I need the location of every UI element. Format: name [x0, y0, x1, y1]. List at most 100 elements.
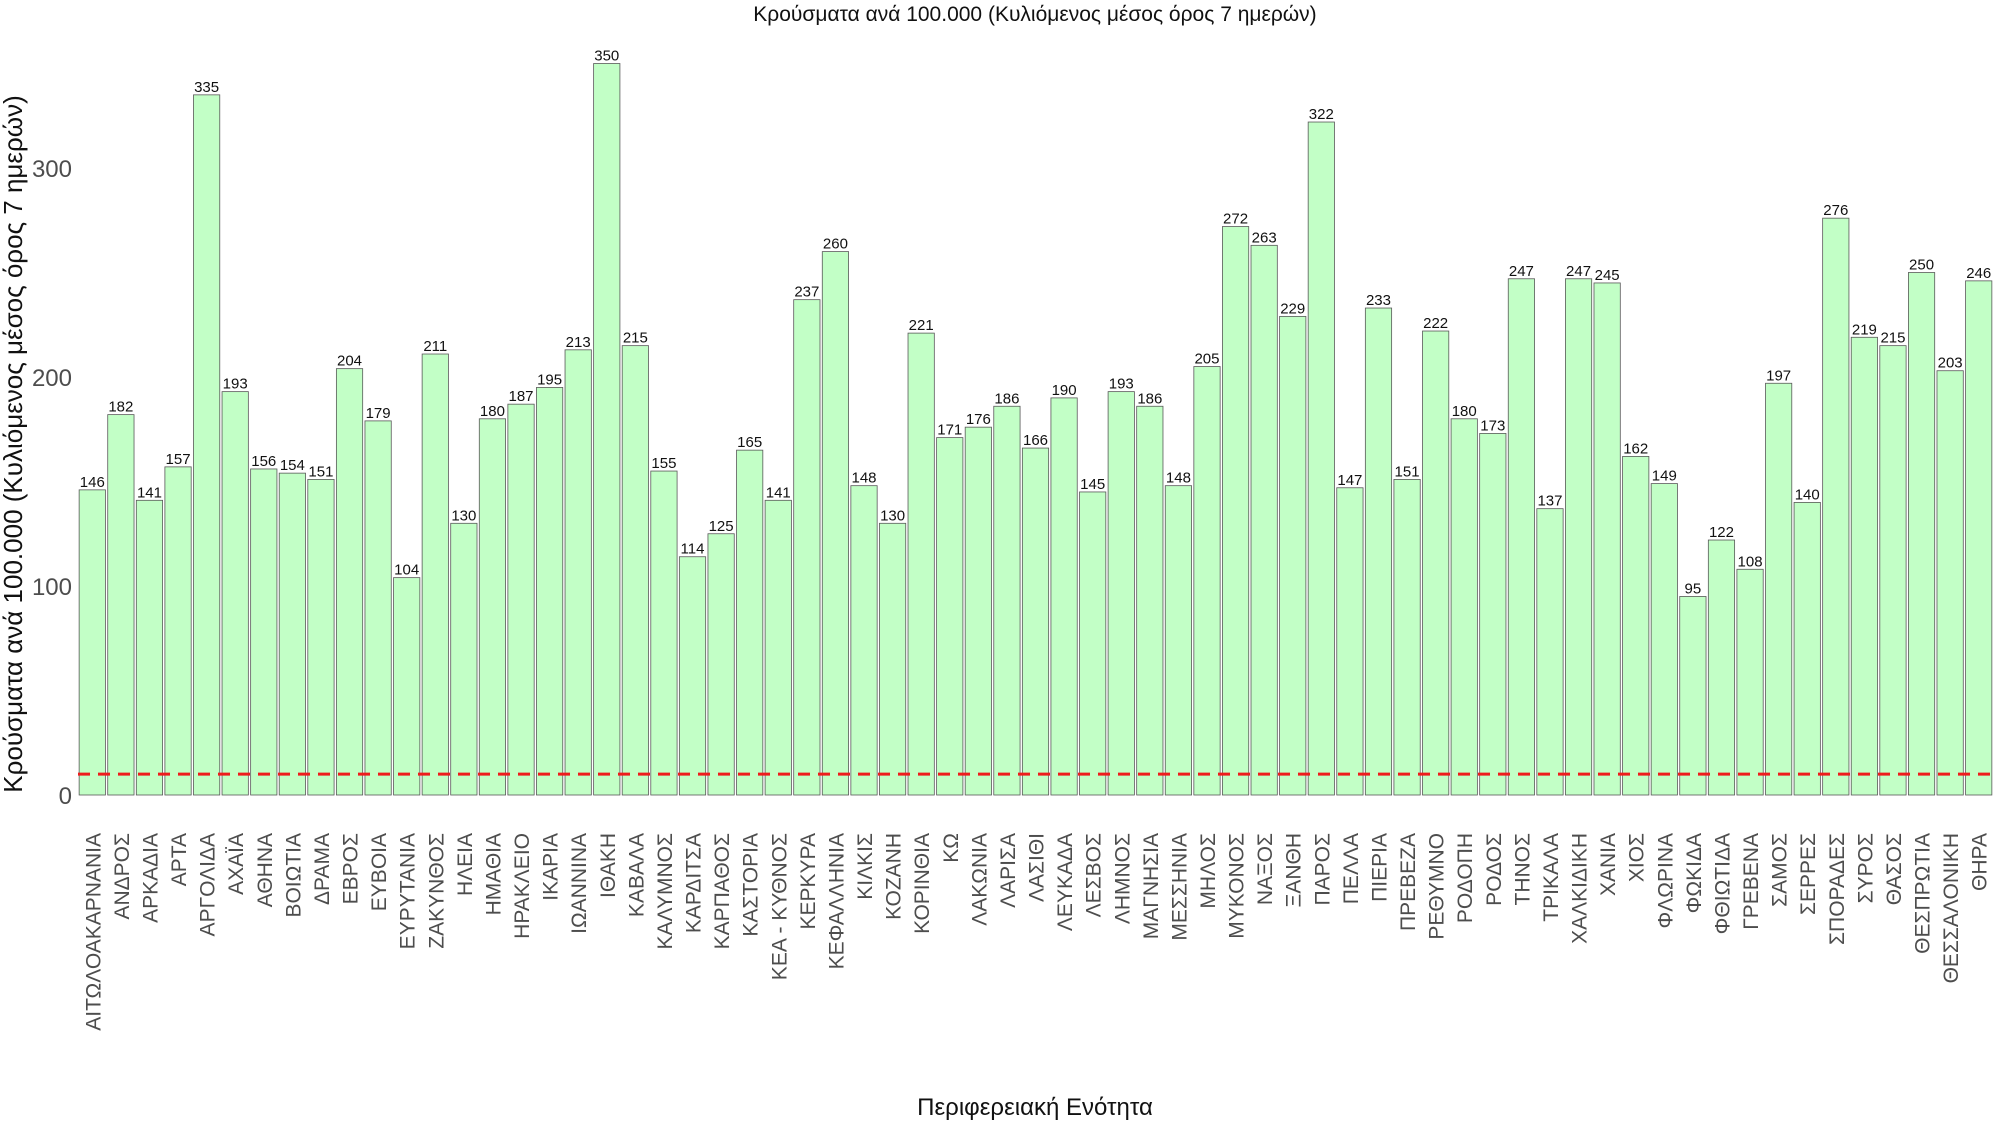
bar — [993, 405, 1021, 796]
x-tick-label: ΧΑΝΙΑ — [1597, 833, 1620, 896]
bar-value-label: 137 — [1537, 493, 1562, 510]
x-tick-label: ΛΕΥΚΑΔΑ — [1054, 833, 1077, 931]
x-tick-label: ΗΡΑΚΛΕΙΟ — [511, 833, 534, 939]
bar — [707, 533, 735, 796]
x-tick-label: ΤΡΙΚΑΛΑ — [1540, 833, 1563, 922]
bar-value-label: 145 — [1080, 476, 1105, 493]
x-tick-label: ΛΕΣΒΟΣ — [1083, 833, 1106, 917]
x-tick-label: ΗΜΑΘΙΑ — [482, 833, 505, 915]
bar-value-label: 322 — [1309, 106, 1334, 123]
x-tick-label: ΠΑΡΟΣ — [1311, 833, 1334, 906]
bar-value-label: 147 — [1337, 472, 1362, 489]
bar-value-label: 205 — [1194, 351, 1219, 368]
x-tick-label: ΚΑΡΔΙΤΣΑ — [683, 833, 706, 933]
bar — [1565, 278, 1593, 796]
bar-value-label: 176 — [966, 411, 991, 428]
x-tick-label: ΛΗΜΝΟΣ — [1111, 833, 1134, 924]
x-tick-label: ΚΑΛΥΜΝΟΣ — [654, 833, 677, 949]
bar-value-label: 260 — [823, 236, 848, 253]
bar-value-label: 246 — [1966, 265, 1991, 282]
x-tick-label: ΣΥΡΟΣ — [1854, 833, 1877, 903]
bar-value-label: 148 — [851, 470, 876, 487]
bar — [1279, 315, 1307, 796]
x-tick-label: ΑΡΓΟΛΙΔΑ — [197, 833, 220, 936]
x-tick-label: ΚΕΑ - ΚΥΘΝΟΣ — [768, 833, 791, 980]
x-tick-label: ΧΙΟΣ — [1626, 833, 1649, 882]
x-tick-label: ΚΟΖΑΝΗ — [883, 833, 906, 920]
x-tick-label: ΦΩΚΙΔΑ — [1683, 833, 1706, 913]
bar — [1021, 447, 1050, 796]
x-tick-label: ΦΘΙΩΤΙΔΑ — [1711, 833, 1734, 934]
bar — [736, 449, 764, 796]
bar — [650, 470, 678, 796]
bar-value-label: 148 — [1166, 470, 1191, 487]
bar — [1307, 121, 1335, 796]
x-tick-label: ΠΙΕΡΙΑ — [1368, 833, 1391, 902]
x-tick-label: ΚΑΒΑΛΑ — [625, 833, 648, 917]
bar-value-label: 221 — [909, 317, 934, 334]
bar-value-label: 272 — [1223, 211, 1248, 228]
bar — [1908, 272, 1936, 796]
bar — [1793, 501, 1821, 796]
bar-value-label: 204 — [337, 353, 362, 370]
y-tick-label: 0 — [59, 783, 72, 810]
y-axis-label: Κρούσματα ανά 100.000 (Κυλιόμενος μέσος … — [0, 95, 28, 793]
bar — [278, 472, 306, 796]
bar — [1822, 217, 1850, 796]
bar — [1479, 433, 1507, 796]
bar — [1765, 382, 1793, 796]
bar-value-label: 219 — [1852, 321, 1877, 338]
bar-value-label: 125 — [709, 518, 734, 535]
bar-value-label: 130 — [451, 507, 476, 524]
x-tick-label: ΘΑΣΟΣ — [1883, 833, 1906, 905]
bar — [936, 437, 964, 796]
bars-group — [78, 63, 1993, 796]
bar — [1736, 568, 1764, 796]
bar-value-label: 149 — [1652, 468, 1677, 485]
x-tick-label: ΗΛΕΙΑ — [454, 833, 477, 896]
x-tick-label: ΛΑΡΙΣΑ — [997, 833, 1020, 908]
x-tick-label: ΛΑΣΙΘΙ — [1026, 833, 1049, 902]
bar-value-label: 140 — [1795, 486, 1820, 503]
bar-value-label: 233 — [1366, 292, 1391, 309]
x-tick-label: ΜΗΛΟΣ — [1197, 833, 1220, 909]
bar-value-label: 157 — [166, 451, 191, 468]
bar — [678, 556, 707, 796]
bar-value-label: 95 — [1685, 580, 1702, 597]
x-tick-label: ΑΧΑΪΑ — [225, 833, 248, 895]
bar-value-label: 193 — [223, 376, 248, 393]
bar — [536, 387, 564, 796]
bar — [1879, 345, 1907, 796]
x-tick-label: ΠΡΕΒΕΖΑ — [1397, 833, 1420, 931]
bar-value-label: 250 — [1909, 257, 1934, 274]
bar-value-label: 335 — [194, 79, 219, 96]
bar — [135, 499, 164, 796]
x-tick-label: ΕΒΡΟΣ — [340, 833, 363, 904]
bar-value-label: 203 — [1938, 355, 1963, 372]
bar — [335, 368, 364, 796]
x-tick-label: ΘΗΡΑ — [1969, 833, 1992, 891]
bar-value-label: 245 — [1595, 267, 1620, 284]
x-tick-label: ΑΡΚΑΔΙΑ — [139, 833, 162, 923]
x-tick-label: ΚΕΦΑΛΛΗΝΙΑ — [825, 833, 848, 969]
x-tick-label: ΦΛΩΡΙΝΑ — [1654, 833, 1677, 929]
bar — [1222, 226, 1250, 796]
bar-value-label: 187 — [509, 388, 534, 405]
bar-value-label: 186 — [1137, 390, 1162, 407]
x-tick-label: ΠΕΛΛΑ — [1340, 833, 1363, 904]
x-tick-label: ΘΕΣΣΑΛΟΝΙΚΗ — [1940, 833, 1963, 983]
x-tick-label: ΙΩΑΝΝΙΝΑ — [568, 833, 591, 934]
bar — [393, 577, 421, 796]
bar-value-label: 247 — [1566, 263, 1591, 280]
x-tick-label: ΙΚΑΡΙΑ — [540, 833, 563, 901]
x-tick-label: ΜΑΓΝΗΣΙΑ — [1140, 833, 1163, 939]
bar-value-label: 276 — [1823, 202, 1848, 219]
bar-value-label: 165 — [737, 434, 762, 451]
x-tick-label: ΔΡΑΜΑ — [311, 833, 334, 905]
x-tick-label: ΚΑΡΠΑΘΟΣ — [711, 833, 734, 949]
bar — [593, 63, 621, 796]
y-axis-ticks: 0 100 200 300 — [32, 156, 72, 810]
bar-value-label: 122 — [1709, 524, 1734, 541]
bar-value-label: 222 — [1423, 315, 1448, 332]
x-tick-label: ΑΡΤΑ — [168, 833, 191, 886]
